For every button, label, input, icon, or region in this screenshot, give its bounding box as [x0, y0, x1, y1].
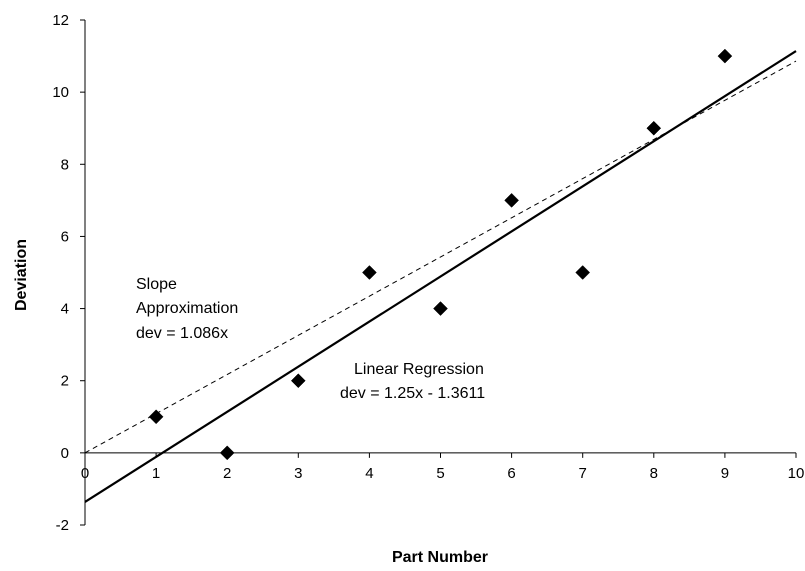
y-tick-label: 6	[61, 228, 69, 245]
x-tick-label: 6	[507, 465, 515, 482]
fit-lines	[84, 50, 797, 503]
x-tick-label: 0	[81, 465, 89, 482]
data-point	[575, 265, 591, 280]
slope-approximation-line	[84, 60, 797, 454]
x-tick-label: 8	[650, 465, 658, 482]
y-tick-label: 4	[61, 301, 69, 318]
x-tick-label: 1	[152, 465, 160, 482]
x-axis-title: Part Number	[392, 549, 488, 566]
data-point	[646, 120, 662, 136]
x-tick-label: 2	[223, 465, 231, 482]
y-tick-label: 8	[61, 156, 69, 173]
x-tick-label: 3	[294, 465, 302, 482]
x-tick-label: 9	[721, 465, 729, 482]
x-tick-label: 10	[788, 465, 805, 482]
y-tick-label: -2	[56, 517, 69, 534]
data-point	[219, 445, 235, 461]
data-point	[717, 48, 733, 64]
data-point	[148, 409, 164, 425]
data-point	[362, 265, 377, 280]
axes	[80, 19, 797, 526]
slope-annotation-line-1: Slope	[136, 276, 177, 293]
data-point	[290, 373, 306, 389]
x-tick-label: 7	[579, 465, 587, 482]
data-points	[148, 48, 733, 461]
data-point	[433, 301, 448, 316]
x-tick-label: 4	[365, 465, 373, 482]
regression-line	[84, 50, 797, 503]
y-axis-title: Deviation	[13, 239, 30, 311]
y-tick-label: 10	[52, 84, 69, 101]
y-tick-label: 2	[61, 373, 69, 390]
regression-annotation-line-1: Linear Regression	[354, 361, 484, 378]
x-tick-label: 5	[436, 465, 444, 482]
y-tick-label: 0	[61, 445, 69, 462]
slope-annotation-line-2: Approximation	[136, 300, 238, 317]
regression-annotation-line-2: dev = 1.25x - 1.3611	[340, 385, 485, 402]
slope-annotation-line-3: dev = 1.086x	[136, 325, 228, 342]
y-tick-label: 12	[52, 12, 69, 29]
data-point	[504, 193, 519, 208]
